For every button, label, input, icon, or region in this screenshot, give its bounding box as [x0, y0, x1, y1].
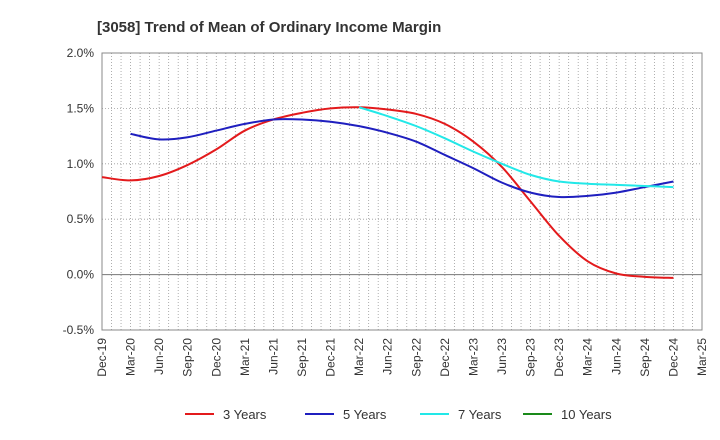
x-tick-label: Dec-22	[438, 338, 452, 377]
x-axis-ticks: Dec-19 Mar-20 Jun-20 Sep-20 Dec-20 Mar-21 Jun-…	[95, 338, 709, 377]
x-tick-label: Dec-24	[666, 338, 680, 377]
legend-label: 5 Years	[343, 407, 387, 422]
x-tick-label: Dec-21	[324, 338, 338, 377]
x-tick-label: Mar-25	[695, 338, 709, 376]
x-tick-label: Mar-23	[466, 338, 480, 376]
horizontal-grid	[102, 108, 702, 276]
legend-label: 3 Years	[223, 407, 267, 422]
x-tick-label: Sep-23	[524, 338, 538, 377]
y-tick-label: 1.0%	[67, 157, 95, 171]
x-tick-label: Jun-24	[609, 338, 623, 375]
x-tick-label: Mar-22	[352, 338, 366, 376]
series-line-3-years	[101, 106, 674, 279]
vertical-grid	[111, 53, 693, 330]
legend-label: 10 Years	[561, 407, 612, 422]
x-tick-label: Jun-22	[381, 338, 395, 375]
series-line-5-years	[130, 118, 674, 199]
y-tick-label: 0.0%	[67, 268, 95, 282]
series-line-7-years	[358, 106, 674, 189]
y-tick-label: 2.0%	[67, 46, 95, 60]
x-tick-label: Jun-20	[152, 338, 166, 375]
plot-frame	[101, 52, 703, 331]
x-tick-label: Jun-21	[266, 338, 280, 375]
chart-title: [3058] Trend of Mean of Ordinary Income …	[97, 19, 441, 36]
x-tick-label: Sep-22	[409, 338, 423, 377]
y-tick-label: -0.5%	[63, 323, 95, 337]
x-tick-label: Sep-24	[638, 338, 652, 377]
x-tick-label: Dec-20	[209, 338, 223, 377]
y-tick-label: 1.5%	[67, 101, 95, 115]
legend-label: 7 Years	[458, 407, 502, 422]
x-tick-label: Sep-20	[181, 338, 195, 377]
x-tick-label: Mar-20	[124, 338, 138, 376]
x-tick-label: Jun-23	[495, 338, 509, 375]
x-tick-label: Sep-21	[295, 338, 309, 377]
x-tick-label: Mar-24	[581, 338, 595, 376]
x-tick-label: Dec-23	[552, 338, 566, 377]
series-lines	[101, 106, 674, 279]
x-tick-label: Mar-21	[238, 338, 252, 376]
y-tick-label: 0.5%	[67, 212, 95, 226]
x-tick-label: Dec-19	[95, 338, 109, 377]
legend: 3 Years 5 Years 7 Years 10 Years	[185, 407, 612, 422]
y-axis-ticks: -0.5% 0.0% 0.5% 1.0% 1.5% 2.0%	[63, 46, 95, 337]
